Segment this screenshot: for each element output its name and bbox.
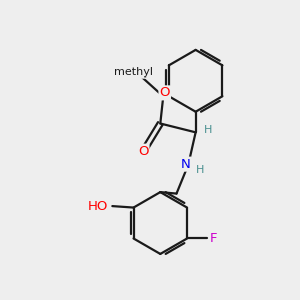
Text: O: O xyxy=(160,86,170,99)
Text: O: O xyxy=(138,145,148,158)
Text: methyl: methyl xyxy=(114,68,153,78)
Text: H: H xyxy=(196,165,204,175)
Text: N: N xyxy=(181,158,191,171)
Text: methyl: methyl xyxy=(114,67,153,77)
Text: H: H xyxy=(204,125,212,135)
Text: F: F xyxy=(210,232,217,245)
Text: HO: HO xyxy=(88,200,108,213)
